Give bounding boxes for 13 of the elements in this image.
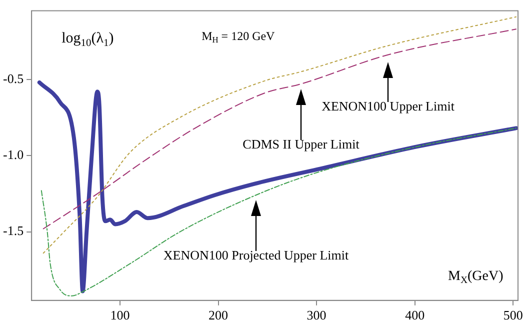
x-tick-label: 300 xyxy=(306,308,326,323)
annotation: CDMS II Upper Limit xyxy=(242,136,360,152)
x-tick-label: 200 xyxy=(208,308,228,323)
y-tick-label: -0.5 xyxy=(2,70,24,86)
x-tick-label: 100 xyxy=(110,308,130,323)
x-tick-label: 500 xyxy=(503,308,523,323)
y-tick-label: -1.5 xyxy=(2,223,24,238)
x-tick-label: 400 xyxy=(405,308,425,323)
line-series xyxy=(40,128,517,296)
annotation: XENON100 Upper Limit xyxy=(322,98,455,114)
y-tick-label: -1.0 xyxy=(2,147,24,162)
annotation: XENON100 Projected Upper Limit xyxy=(163,247,349,262)
line-series xyxy=(42,28,517,230)
